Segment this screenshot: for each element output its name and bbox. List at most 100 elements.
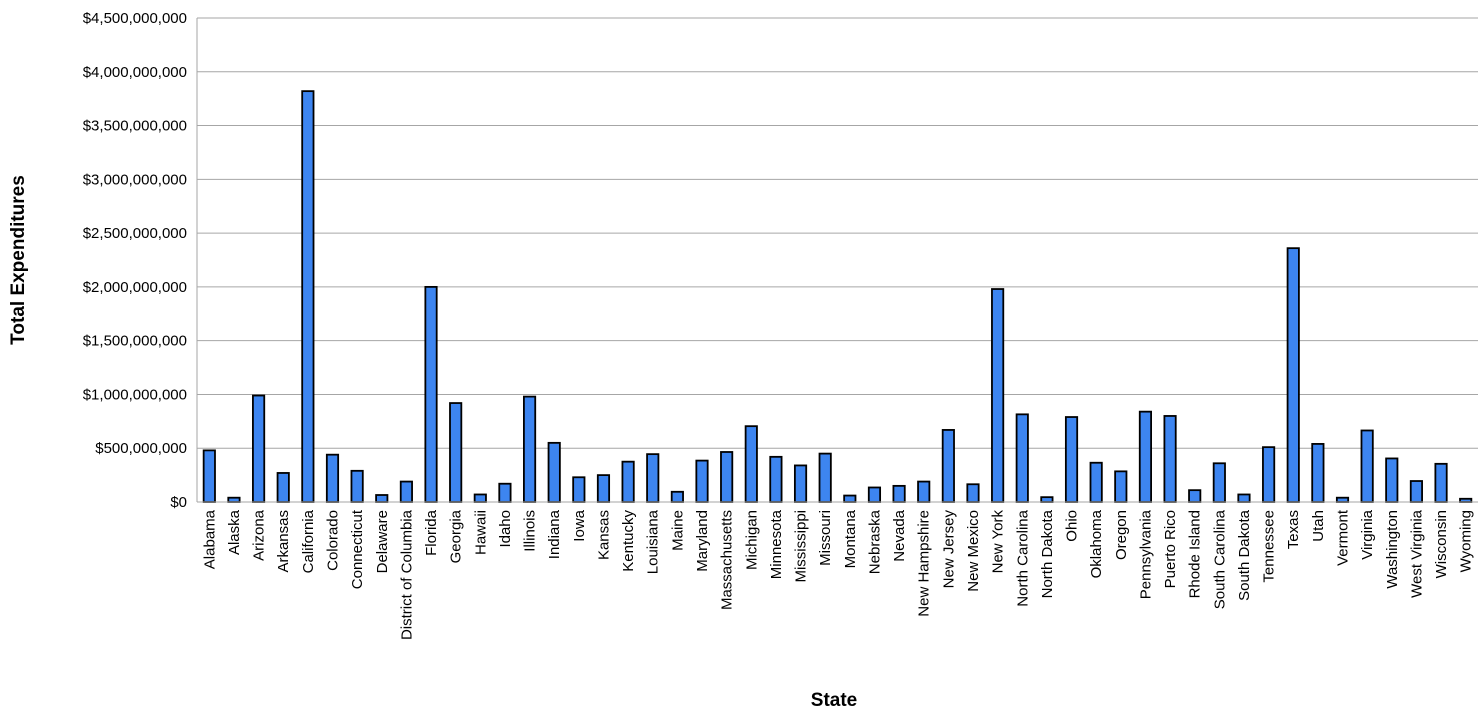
x-tick-label: Kentucky <box>620 510 637 572</box>
bar-nebraska <box>867 486 882 503</box>
bar-michigan <box>744 425 758 503</box>
bar-alaska <box>227 496 241 503</box>
bar-montana <box>843 494 857 503</box>
bars <box>202 90 1473 503</box>
x-tick-label: Connecticut <box>349 509 366 589</box>
bar-massachusetts <box>720 451 734 503</box>
x-tick-label: West Virginia <box>1408 509 1425 597</box>
bar-minnesota <box>769 455 783 503</box>
bar-washington <box>1385 457 1399 503</box>
x-tick-label: Louisiana <box>645 509 662 574</box>
bar-hawaii <box>473 493 487 503</box>
x-tick-label: Washington <box>1384 510 1401 589</box>
bar-rhode-island <box>1188 489 1202 503</box>
bar-south-dakota <box>1237 493 1251 503</box>
x-tick-label: Michigan <box>743 510 760 570</box>
x-tick-label: Texas <box>1285 510 1302 549</box>
x-tick-label: Arizona <box>251 509 268 561</box>
x-tick-label: Maine <box>669 510 686 551</box>
x-axis-title: State <box>811 690 857 711</box>
bar-illinois <box>523 395 537 503</box>
y-axis-title: Total Expenditures <box>8 175 29 345</box>
x-axis-tick-labels: Alabama Alaska Arizona Arkansas California Co… <box>201 509 1474 640</box>
x-tick-label: Florida <box>423 509 440 556</box>
x-tick-label: New Mexico <box>965 510 982 592</box>
y-tick-label: $2,000,000,000 <box>83 279 187 296</box>
bar-pennsylvania <box>1138 410 1152 503</box>
x-tick-label: South Carolina <box>1211 509 1228 609</box>
y-tick-label: $2,500,000,000 <box>83 225 187 242</box>
bar-new-hampshire <box>917 480 931 503</box>
x-tick-label: New Jersey <box>940 510 957 589</box>
x-tick-label: Vermont <box>1335 509 1352 566</box>
x-tick-label: Georgia <box>448 509 465 563</box>
y-tick-label: $3,500,000,000 <box>83 118 187 135</box>
x-tick-label: Pennsylvania <box>1137 509 1154 599</box>
x-tick-label: South Dakota <box>1236 509 1253 601</box>
bar-utah <box>1311 443 1325 503</box>
bar-kentucky <box>621 460 635 503</box>
x-tick-label: Ohio <box>1064 510 1081 542</box>
x-tick-label: Mississippi <box>793 510 810 583</box>
bar-south-carolina <box>1212 462 1226 503</box>
x-tick-label: Arkansas <box>275 510 292 573</box>
bar-arizona <box>252 394 266 503</box>
bar-new-mexico <box>966 483 980 503</box>
x-tick-label: Colorado <box>324 510 341 571</box>
bar-oregon <box>1114 470 1128 503</box>
x-tick-label: Nebraska <box>866 509 883 574</box>
x-tick-label: Alabama <box>201 509 218 569</box>
y-tick-label: $1,500,000,000 <box>83 333 187 350</box>
bar-idaho <box>498 482 512 503</box>
bar-mississippi <box>793 464 808 503</box>
bar-puerto-rico <box>1163 415 1177 503</box>
bar-new-jersey <box>941 429 955 503</box>
x-tick-label: New Hampshire <box>916 510 933 617</box>
bar-indiana <box>547 441 561 503</box>
bar-missouri <box>818 452 832 503</box>
x-tick-label: Rhode Island <box>1187 510 1204 598</box>
x-tick-label: New York <box>990 510 1007 574</box>
bar-new-york <box>991 288 1005 503</box>
bar-nevada <box>892 484 906 503</box>
x-tick-label: Indiana <box>546 509 563 559</box>
x-tick-label: North Dakota <box>1039 509 1056 598</box>
bar-west-virginia <box>1409 480 1423 503</box>
bar-connecticut <box>350 469 364 503</box>
x-tick-label: Missouri <box>817 510 834 566</box>
x-tick-label: Illinois <box>522 510 539 552</box>
bar-texas <box>1286 247 1300 503</box>
bar-wisconsin <box>1434 462 1448 503</box>
x-tick-label: Oklahoma <box>1088 509 1105 578</box>
x-tick-label: Nevada <box>891 509 908 561</box>
bar-maryland <box>695 459 709 503</box>
x-tick-label: Hawaii <box>472 510 489 555</box>
bar-north-carolina <box>1015 413 1029 503</box>
x-tick-label: Wyoming <box>1458 510 1475 572</box>
bar-florida <box>424 285 438 503</box>
x-tick-label: Oregon <box>1113 510 1130 560</box>
y-tick-label: $500,000,000 <box>95 440 187 457</box>
bar-arkansas <box>276 472 290 503</box>
x-tick-label: Tennessee <box>1261 510 1278 583</box>
x-tick-label: Puerto Rico <box>1162 510 1179 588</box>
y-tick-label: $0 <box>170 494 187 511</box>
bar-california <box>301 90 315 503</box>
bar-delaware <box>375 494 389 503</box>
x-tick-label: Montana <box>842 509 859 568</box>
bar-vermont <box>1335 496 1350 503</box>
x-tick-label: Delaware <box>374 510 391 573</box>
bar-alabama <box>202 449 216 503</box>
x-tick-label: Utah <box>1310 510 1327 542</box>
x-tick-label: Wisconsin <box>1433 510 1450 578</box>
bar-oklahoma <box>1089 461 1103 503</box>
bar-iowa <box>572 476 586 503</box>
y-tick-label: $4,000,000,000 <box>83 64 187 81</box>
y-axis-tick-labels: $0 $500,000,000 $1,000,000,000 $1,500,000,0… <box>83 10 187 511</box>
x-tick-label: Iowa <box>571 509 588 541</box>
bar-north-dakota <box>1040 496 1054 503</box>
x-tick-label: Maryland <box>694 510 711 572</box>
x-tick-label: Virginia <box>1359 509 1376 559</box>
x-tick-label: California <box>300 509 317 573</box>
